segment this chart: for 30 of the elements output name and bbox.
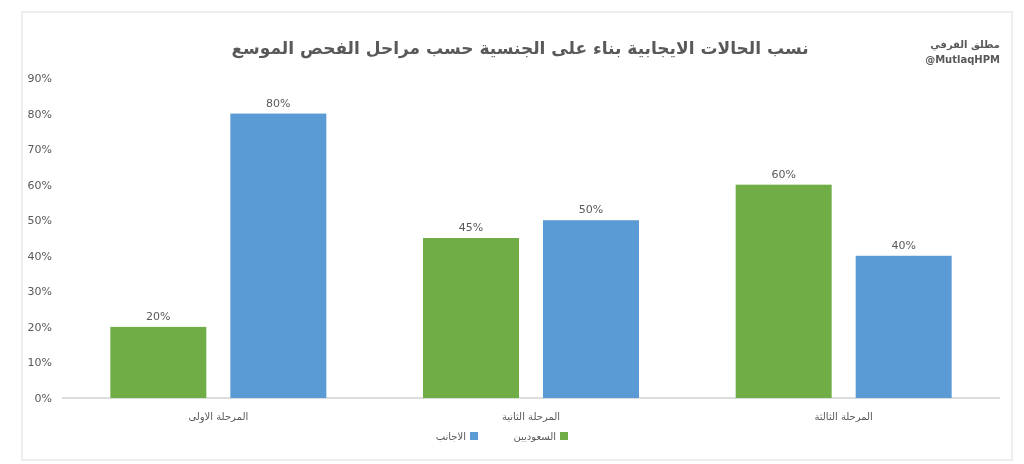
bar <box>855 255 952 398</box>
x-tick-label: المرحلة الثانية <box>501 411 561 422</box>
text: @MutlaqHPM <box>925 54 1001 65</box>
y-tick-label: 80% <box>27 107 52 121</box>
text: مطلق القرفي <box>930 39 1000 51</box>
y-tick-label: 30% <box>27 285 52 299</box>
data-label: 45% <box>458 221 484 234</box>
data-label: 40% <box>891 238 916 252</box>
legend-label: الاجانب <box>435 431 466 442</box>
y-tick-label: 50% <box>27 214 52 228</box>
data-label: 60% <box>771 167 796 181</box>
chart-title: نسب الحالات الايجابية بناء على الجنسية حسب مراحل الفحص الموسع <box>231 38 809 59</box>
bar <box>230 113 327 398</box>
y-tick-label: 0% <box>34 392 52 405</box>
y-tick-label: 70% <box>27 143 52 157</box>
data-label: 80% <box>266 96 291 110</box>
y-tick-label: 60% <box>27 178 52 192</box>
bar <box>543 220 639 398</box>
legend-label: السعوديين <box>513 431 556 442</box>
x-tick-label: المرحلة الثالثة <box>814 411 873 422</box>
bar <box>735 184 832 398</box>
y-tick-label: 90% <box>27 72 52 85</box>
data-label: 20% <box>146 309 171 323</box>
y-tick-label: 40% <box>27 249 52 263</box>
bar <box>423 238 519 398</box>
data-label: 50% <box>578 203 604 217</box>
x-tick-label: المرحلة الاولى <box>188 411 249 423</box>
y-tick-label: 20% <box>27 320 52 334</box>
y-tick-label: 10% <box>27 356 52 370</box>
bar <box>110 326 207 398</box>
